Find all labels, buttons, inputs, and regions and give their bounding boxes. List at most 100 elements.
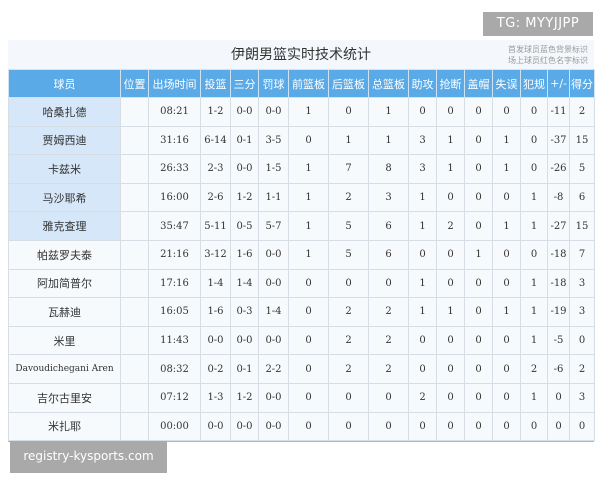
player-name: 哈桑扎德 [8, 97, 121, 127]
stat-cell [120, 182, 149, 213]
stat-cell: 0-0 [258, 239, 289, 270]
stat-cell: 0 [520, 411, 548, 442]
stat-cell: 0 [288, 325, 329, 356]
stat-cell: 7 [569, 239, 595, 270]
column-header[interactable]: +/- [547, 69, 570, 98]
stat-cell: 0-1 [230, 354, 259, 384]
stat-cell: -5 [547, 325, 570, 356]
stat-cell: 1-6 [230, 239, 259, 270]
stat-cell: 2-2 [258, 354, 289, 384]
stat-cell: 2 [569, 354, 595, 384]
stat-cell: 0 [436, 411, 465, 442]
stat-cell: 0 [464, 154, 493, 184]
player-name: 瓦赫迪 [8, 297, 121, 327]
stat-cell: 0 [520, 154, 548, 184]
stat-cell: 1 [288, 239, 329, 270]
column-header[interactable]: 前篮板 [288, 69, 329, 98]
column-header[interactable]: 犯规 [520, 69, 548, 98]
stat-cell: 0 [288, 354, 329, 384]
column-header[interactable]: 助攻 [408, 69, 437, 98]
column-header[interactable]: 出场时间 [148, 69, 201, 98]
page-title: 伊朗男篮实时技术统计 [231, 47, 371, 63]
stat-cell: 0 [328, 97, 369, 127]
stat-cell: 6 [368, 211, 409, 241]
stat-cell [120, 211, 149, 241]
stat-cell: 2 [328, 354, 369, 384]
stat-cell: 0 [408, 239, 437, 270]
stat-cell: 0 [464, 97, 493, 127]
stat-cell: 0 [288, 297, 329, 327]
column-header[interactable]: 位置 [120, 69, 149, 98]
stat-cell: 1 [408, 211, 437, 241]
stat-cell: 1 [464, 239, 493, 270]
stat-cell: 11:43 [148, 325, 201, 356]
column-header[interactable]: 罚球 [258, 69, 289, 98]
stat-cell: 0 [492, 354, 521, 384]
column-header[interactable]: 抢断 [436, 69, 465, 98]
stat-cell: 1 [328, 125, 369, 156]
stat-cell: 3-5 [258, 125, 289, 156]
stat-cell [120, 125, 149, 156]
stat-cell: 1 [288, 211, 329, 241]
stat-cell: 2 [569, 97, 595, 127]
stat-cell: 0-0 [258, 411, 289, 442]
stat-cell: 07:12 [148, 382, 201, 413]
stat-cell: 3 [368, 182, 409, 213]
stat-cell: 31:16 [148, 125, 201, 156]
stat-cell: 0 [464, 268, 493, 299]
stat-cell: 0 [408, 325, 437, 356]
stat-cell: 0-0 [230, 325, 259, 356]
legend: 首发球员蓝色背景标识 场上球员红色名字标识 [508, 44, 588, 66]
stat-cell: 0-0 [258, 268, 289, 299]
stat-cell: 0 [492, 239, 521, 270]
player-name: 吉尔古里安 [8, 382, 121, 413]
stat-cell: 1-4 [230, 268, 259, 299]
stat-cell: 6-14 [200, 125, 231, 156]
stat-cell: 0-0 [230, 97, 259, 127]
column-header[interactable]: 失误 [492, 69, 521, 98]
stat-cell: 1 [408, 182, 437, 213]
column-header[interactable]: 三分 [230, 69, 259, 98]
stat-cell: -18 [547, 239, 570, 270]
player-name: 贾姆西迪 [8, 125, 121, 156]
stat-cell: 0 [288, 125, 329, 156]
stat-cell: 0 [547, 382, 570, 413]
column-header[interactable]: 总篮板 [368, 69, 409, 98]
stat-cell: -19 [547, 297, 570, 327]
stat-cell: 0 [436, 97, 465, 127]
stat-cell: -8 [547, 182, 570, 213]
stat-cell [120, 325, 149, 356]
stat-cell: 1-1 [258, 182, 289, 213]
column-header[interactable]: 盖帽 [464, 69, 493, 98]
column-header[interactable]: 投篮 [200, 69, 231, 98]
stat-cell: 1 [408, 268, 437, 299]
stat-cell: 1 [492, 297, 521, 327]
stat-cell [120, 411, 149, 442]
stat-cell: 08:32 [148, 354, 201, 384]
stat-cell: -6 [547, 354, 570, 384]
stat-cell: 2 [368, 325, 409, 356]
stat-cell: 0-0 [258, 382, 289, 413]
legend-starter: 首发球员蓝色背景标识 [508, 45, 588, 54]
stat-cell: 0-0 [230, 411, 259, 442]
stat-cell: 2 [328, 325, 369, 356]
stat-cell: 3-12 [200, 239, 231, 270]
stat-cell: 5 [328, 211, 369, 241]
stat-cell: 0-1 [230, 125, 259, 156]
column-header[interactable]: 后篮板 [328, 69, 369, 98]
stat-cell: 7 [328, 154, 369, 184]
column-header[interactable]: 球员 [8, 69, 121, 98]
stat-cell: 2 [520, 354, 548, 384]
stat-cell: 1 [436, 297, 465, 327]
stat-cell: 08:21 [148, 97, 201, 127]
stat-cell: 3 [569, 382, 595, 413]
stats-panel: 伊朗男篮实时技术统计 首发球员蓝色背景标识 场上球员红色名字标识 球员 位置 出场时… [8, 40, 595, 442]
stat-cell: 0 [464, 382, 493, 413]
stat-cell [120, 239, 149, 270]
stat-cell: 00:00 [148, 411, 201, 442]
stat-cell: 0-0 [200, 325, 231, 356]
stat-cell: 1 [520, 325, 548, 356]
stat-cell [120, 382, 149, 413]
column-header[interactable]: 得分 [569, 69, 595, 98]
table-row: 米扎耶 00:00 0-0 0-0 0-0 0 0 0 0 0 0 0 0 0 0 [8, 411, 595, 442]
